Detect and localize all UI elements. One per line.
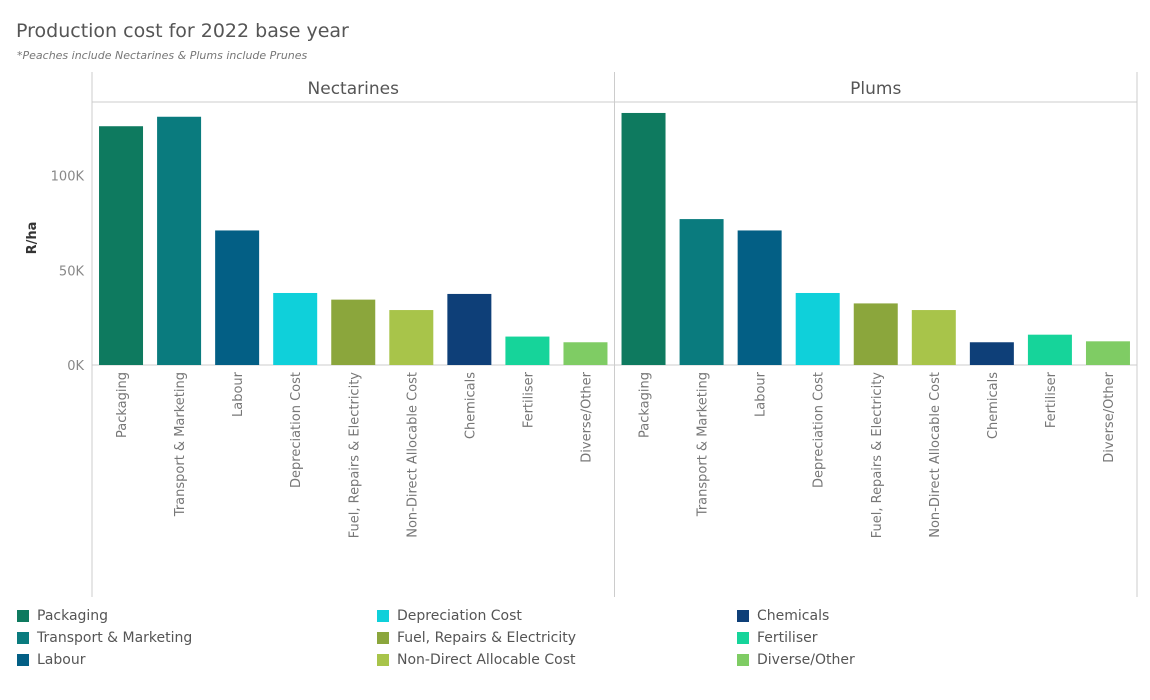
legend-swatch bbox=[737, 632, 749, 644]
bar bbox=[737, 230, 782, 365]
bar bbox=[505, 336, 550, 365]
panel-header-plums: Plums bbox=[850, 79, 901, 99]
x-tick-label: Chemicals bbox=[463, 372, 478, 439]
bar bbox=[331, 299, 376, 365]
bar bbox=[621, 112, 666, 365]
legend-label: Non-Direct Allocable Cost bbox=[397, 652, 576, 668]
bar bbox=[215, 230, 260, 365]
x-tick-label: Fertiliser bbox=[1044, 371, 1059, 428]
x-tick-label: Non-Direct Allocable Cost bbox=[405, 372, 420, 538]
chart-subtitle: *Peaches include Nectarines & Plums incl… bbox=[17, 49, 308, 62]
chart-title: Production cost for 2022 base year bbox=[16, 20, 349, 42]
legend-label: Transport & Marketing bbox=[37, 630, 193, 646]
legend-item[interactable]: Transport & Marketing bbox=[17, 630, 192, 646]
legend-swatch bbox=[17, 610, 29, 622]
legend-label: Packaging bbox=[37, 608, 109, 624]
legend-label: Fertiliser bbox=[757, 630, 818, 646]
legend-swatch bbox=[377, 654, 389, 666]
bar bbox=[1027, 334, 1072, 365]
legend-item[interactable]: Packaging bbox=[17, 608, 108, 624]
y-axis-label: R/ha bbox=[25, 222, 40, 255]
x-tick-label: Depreciation Cost bbox=[812, 372, 827, 488]
x-tick-label: Diverse/Other bbox=[1102, 371, 1117, 462]
bar bbox=[679, 219, 724, 365]
bar bbox=[911, 310, 956, 365]
x-tick-label: Packaging bbox=[638, 372, 653, 438]
bar bbox=[853, 303, 898, 365]
bar bbox=[1085, 341, 1130, 365]
x-tick-label: Packaging bbox=[115, 372, 130, 438]
legend-swatch bbox=[377, 610, 389, 622]
bar bbox=[969, 342, 1014, 365]
bar bbox=[99, 126, 144, 365]
legend-item[interactable]: Fertiliser bbox=[737, 630, 817, 646]
legend-label: Fuel, Repairs & Electricity bbox=[397, 630, 577, 646]
x-tick-label: Transport & Marketing bbox=[696, 372, 711, 517]
x-tick-label: Chemicals bbox=[986, 372, 1001, 439]
bar bbox=[795, 292, 840, 365]
legend-item[interactable]: Diverse/Other bbox=[737, 652, 855, 668]
x-tick-label: Fuel, Repairs & Electricity bbox=[870, 372, 885, 539]
x-tick-label: Fuel, Repairs & Electricity bbox=[347, 372, 362, 539]
legend-label: Chemicals bbox=[757, 608, 830, 624]
legend-item[interactable]: Depreciation Cost bbox=[377, 608, 522, 624]
legend: Packaging Transport & Marketing Labour Depr… bbox=[17, 608, 1137, 674]
x-tick-label: Fertiliser bbox=[521, 371, 536, 428]
panel-header-nectarines: Nectarines bbox=[308, 79, 400, 99]
x-tick-label: Transport & Marketing bbox=[173, 372, 188, 517]
bar bbox=[273, 292, 318, 365]
legend-item[interactable]: Fuel, Repairs & Electricity bbox=[377, 630, 576, 646]
x-tick-label: Non-Direct Allocable Cost bbox=[928, 372, 943, 538]
legend-item[interactable]: Non-Direct Allocable Cost bbox=[377, 652, 576, 668]
bar-chart: R/ha 0K 50K 100K Nectarines Packaging Transpor… bbox=[25, 72, 1138, 597]
bar bbox=[389, 310, 434, 365]
x-tick-label: Labour bbox=[231, 371, 246, 417]
legend-label: Diverse/Other bbox=[757, 652, 855, 668]
x-tick-label: Depreciation Cost bbox=[289, 372, 304, 488]
legend-item[interactable]: Chemicals bbox=[737, 608, 829, 624]
legend-swatch bbox=[17, 654, 29, 666]
y-tick-label: 100K bbox=[51, 170, 85, 185]
legend-swatch bbox=[737, 654, 749, 666]
y-tick-label: 0K bbox=[67, 359, 84, 374]
legend-label: Labour bbox=[37, 652, 86, 668]
y-tick-label: 50K bbox=[59, 264, 85, 279]
legend-swatch bbox=[737, 610, 749, 622]
legend-swatch bbox=[17, 632, 29, 644]
legend-item[interactable]: Labour bbox=[17, 652, 85, 668]
x-tick-label: Diverse/Other bbox=[579, 371, 594, 462]
bar bbox=[563, 342, 608, 365]
x-tick-label: Labour bbox=[754, 371, 769, 417]
legend-swatch bbox=[377, 632, 389, 644]
bar bbox=[157, 116, 202, 365]
legend-label: Depreciation Cost bbox=[397, 608, 522, 624]
bar bbox=[447, 293, 492, 365]
